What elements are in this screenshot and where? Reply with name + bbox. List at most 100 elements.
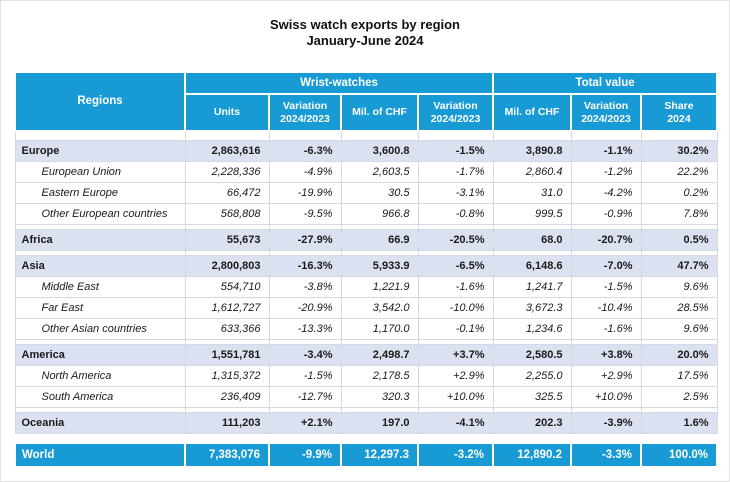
value-cell: -9.5%: [268, 203, 342, 225]
table-row-oceania: Oceania 111,203 +2.1% 197.0 -4.1% 202.3 -3.9% 1…: [14, 412, 718, 434]
value-cell: 7,383,076: [184, 442, 270, 468]
region-label: Middle East: [14, 276, 186, 298]
table-row-middle-east: Middle East 554,710 -3.8% 1,221.9 -1.6% 1,241…: [14, 276, 718, 298]
value-cell: -4.1%: [417, 412, 494, 434]
value-cell: 1,612,727: [184, 297, 270, 319]
value-cell: 633,366: [184, 318, 270, 340]
value-cell: 2.5%: [640, 386, 718, 408]
value-cell: -10.0%: [417, 297, 494, 319]
value-cell: 2,228,336: [184, 161, 270, 183]
value-cell: +2.9%: [570, 365, 642, 387]
value-cell: -9.9%: [268, 442, 342, 468]
value-cell: -3.2%: [416, 442, 495, 468]
group-header-total-value: Total value: [492, 71, 719, 95]
value-cell: 47.7%: [640, 255, 718, 277]
spacer-cell: [340, 130, 419, 141]
value-cell: 2,860.4: [492, 161, 572, 183]
value-cell: -4.2%: [570, 182, 642, 204]
table-header: Regions Wrist-watches Total value Units …: [14, 71, 719, 132]
value-cell: +3.7%: [417, 344, 494, 366]
value-cell: 5,933.9: [340, 255, 419, 277]
value-cell: -1.5%: [417, 140, 494, 162]
table-row-north-america: North America 1,315,372 -1.5% 2,178.5 +2.9% 2…: [14, 365, 718, 387]
value-cell: -1.1%: [570, 140, 642, 162]
column-header-variation-chf-total: Variation 2024/2023: [570, 93, 643, 132]
spacer-cell: [570, 130, 642, 141]
value-cell: 2,178.5: [340, 365, 419, 387]
value-cell: +3.8%: [570, 344, 642, 366]
exports-table: Regions Wrist-watches Total value Units …: [14, 71, 719, 468]
spacer-cell: [14, 130, 186, 141]
region-label: America: [14, 344, 186, 366]
table-row-europe: Europe 2,863,616 -6.3% 3,600.8 -1.5% 3,890.8-…: [14, 140, 718, 162]
value-cell: -6.3%: [268, 140, 342, 162]
page-title: Swiss watch exports by region January-Ju…: [0, 17, 730, 48]
table-row-world: World 7,383,076 -9.9% 12,297.3 -3.2% 12,890.2…: [14, 442, 719, 468]
region-label: Asia: [14, 255, 186, 277]
region-label: North America: [14, 365, 186, 387]
value-cell: -20.7%: [570, 229, 642, 251]
value-cell: 1,241.7: [492, 276, 572, 298]
value-cell: -1.6%: [570, 318, 642, 340]
value-cell: -1.2%: [570, 161, 642, 183]
region-label: Africa: [14, 229, 186, 251]
value-cell: 2,255.0: [492, 365, 572, 387]
column-header-variation-units: Variation 2024/2023: [268, 93, 342, 132]
value-cell: 66.9: [340, 229, 419, 251]
table-row-asia: Asia 2,800,803 -16.3% 5,933.9 -6.5% 6,148.6 -7…: [14, 255, 718, 277]
pre-total-gap: [15, 434, 717, 444]
value-cell: -0.1%: [417, 318, 494, 340]
region-label: Far East: [14, 297, 186, 319]
value-cell: 68.0: [492, 229, 572, 251]
value-cell: +2.9%: [417, 365, 494, 387]
value-cell: -3.1%: [417, 182, 494, 204]
table-row-other-asian-countries: Other Asian countries 633,366 -13.3% 1,170.…: [14, 318, 718, 340]
column-header-variation-chf-wrist: Variation 2024/2023: [416, 93, 495, 132]
value-cell: 66,472: [184, 182, 270, 204]
region-label: South America: [14, 386, 186, 408]
group-header-wrist-watches: Wrist-watches: [183, 71, 495, 95]
value-cell: 55,673: [184, 229, 270, 251]
value-cell: 1,221.9: [340, 276, 419, 298]
table-row-far-east: Far East 1,612,727 -20.9% 3,542.0 -10.0% 3,67…: [14, 297, 718, 319]
value-cell: 7.8%: [640, 203, 718, 225]
value-cell: 3,672.3: [492, 297, 572, 319]
column-header-share: Share 2024: [640, 93, 719, 132]
value-cell: 0.2%: [640, 182, 718, 204]
value-cell: 9.6%: [640, 318, 718, 340]
value-cell: 999.5: [492, 203, 572, 225]
region-label: Oceania: [14, 412, 186, 434]
value-cell: 2,498.7: [340, 344, 419, 366]
column-header-units: Units: [184, 93, 270, 132]
value-cell: +10.0%: [570, 386, 642, 408]
value-cell: -6.5%: [417, 255, 494, 277]
header-group-row: Regions Wrist-watches Total value: [14, 71, 719, 132]
value-cell: -0.9%: [570, 203, 642, 225]
value-cell: 568,808: [184, 203, 270, 225]
value-cell: 1,551,781: [184, 344, 270, 366]
value-cell: 236,409: [184, 386, 270, 408]
value-cell: -3.9%: [570, 412, 642, 434]
table-body: Europe 2,863,616 -6.3% 3,600.8 -1.5% 3,890.8-…: [14, 130, 719, 468]
value-cell: 1,315,372: [184, 365, 270, 387]
value-cell: 100.0%: [640, 442, 719, 468]
value-cell: 320.3: [340, 386, 419, 408]
value-cell: 325.5: [492, 386, 572, 408]
value-cell: 202.3: [492, 412, 572, 434]
spacer-cell: [184, 130, 270, 141]
table-row-africa: Africa 55,673 -27.9% 66.9 -20.5% 68.0 -20.7% 0.…: [14, 229, 718, 251]
value-cell: -3.3%: [570, 442, 643, 468]
value-cell: -1.6%: [417, 276, 494, 298]
value-cell: -4.9%: [268, 161, 342, 183]
value-cell: 31.0: [492, 182, 572, 204]
region-label: Eastern Europe: [14, 182, 186, 204]
value-cell: 20.0%: [640, 344, 718, 366]
value-cell: -1.5%: [570, 276, 642, 298]
value-cell: -10.4%: [570, 297, 642, 319]
value-cell: -27.9%: [268, 229, 342, 251]
value-cell: 2,580.5: [492, 344, 572, 366]
value-cell: -13.3%: [268, 318, 342, 340]
group-spacer: [14, 130, 718, 141]
spacer-cell: [492, 130, 572, 141]
